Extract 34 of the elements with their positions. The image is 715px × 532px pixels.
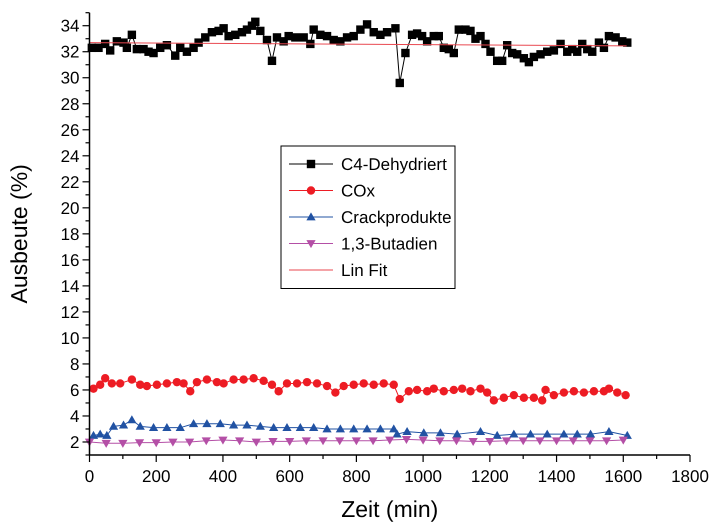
y-tick-label: 14 <box>60 276 80 296</box>
x-tick-label: 0 <box>84 467 94 486</box>
x-tick-label: 200 <box>142 467 170 486</box>
y-tick-label: 24 <box>60 146 80 166</box>
x-tick-label: 400 <box>208 467 238 486</box>
y-tick-label: 2 <box>70 432 80 452</box>
legend-label: Lin Fit <box>341 261 388 280</box>
y-tick-label: 28 <box>60 94 80 114</box>
x-tick-label: 800 <box>342 467 371 486</box>
x-tick-label: 1400 <box>538 467 576 486</box>
legend-label: Crackprodukte <box>341 208 452 227</box>
x-tick-label: 1600 <box>604 467 642 486</box>
y-tick-label: 22 <box>60 172 80 192</box>
x-tick-label: 1000 <box>404 467 442 486</box>
y-tick-label: 4 <box>70 406 80 426</box>
y-tick-label: 12 <box>60 302 80 322</box>
y-tick-label: 34 <box>60 16 80 36</box>
y-tick-label: 8 <box>70 354 80 374</box>
x-axis-title: Zeit (min) <box>341 496 438 522</box>
legend-label: COx <box>341 182 376 200</box>
x-tick-label: 600 <box>275 467 304 486</box>
y-axis-title: Ausbeute (%) <box>6 164 32 304</box>
x-tick-label: 1200 <box>470 467 509 486</box>
y-tick-label: 10 <box>60 328 80 348</box>
x-tick-label: 1800 <box>671 467 709 486</box>
y-tick-label: 16 <box>60 250 80 270</box>
y-tick-label: 32 <box>60 42 80 62</box>
y-tick-label: 26 <box>60 120 80 140</box>
y-tick-label: 20 <box>60 198 80 218</box>
y-tick-label: 30 <box>60 68 80 88</box>
y-tick-label: 6 <box>70 380 80 400</box>
legend-label: 1,3-Butadien <box>341 234 438 254</box>
y-tick-label: 18 <box>60 224 80 244</box>
legend-label: C4-Dehydriert <box>341 155 448 174</box>
